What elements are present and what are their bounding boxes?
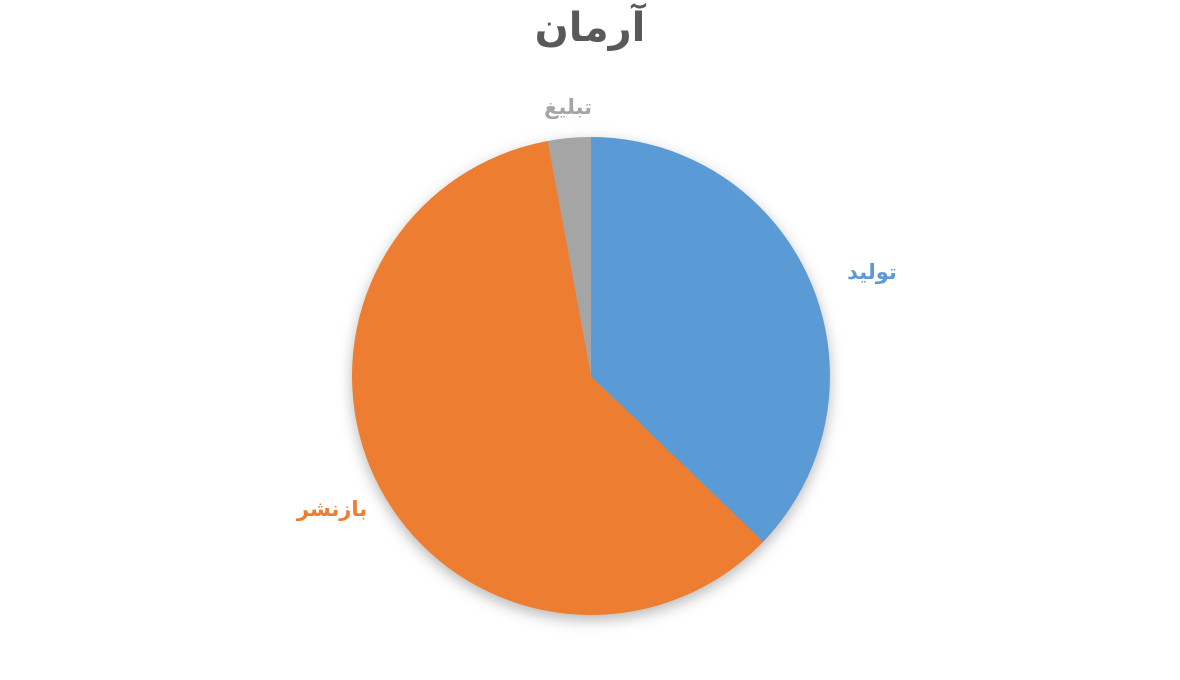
slice-label-advertising: تبلیغ [544,95,592,119]
pie-chart[interactable] [352,137,830,615]
chart-title: آرمان [534,5,646,51]
slice-label-repost: بازنشر [296,497,368,521]
slice-label-production: تولید [847,260,897,284]
